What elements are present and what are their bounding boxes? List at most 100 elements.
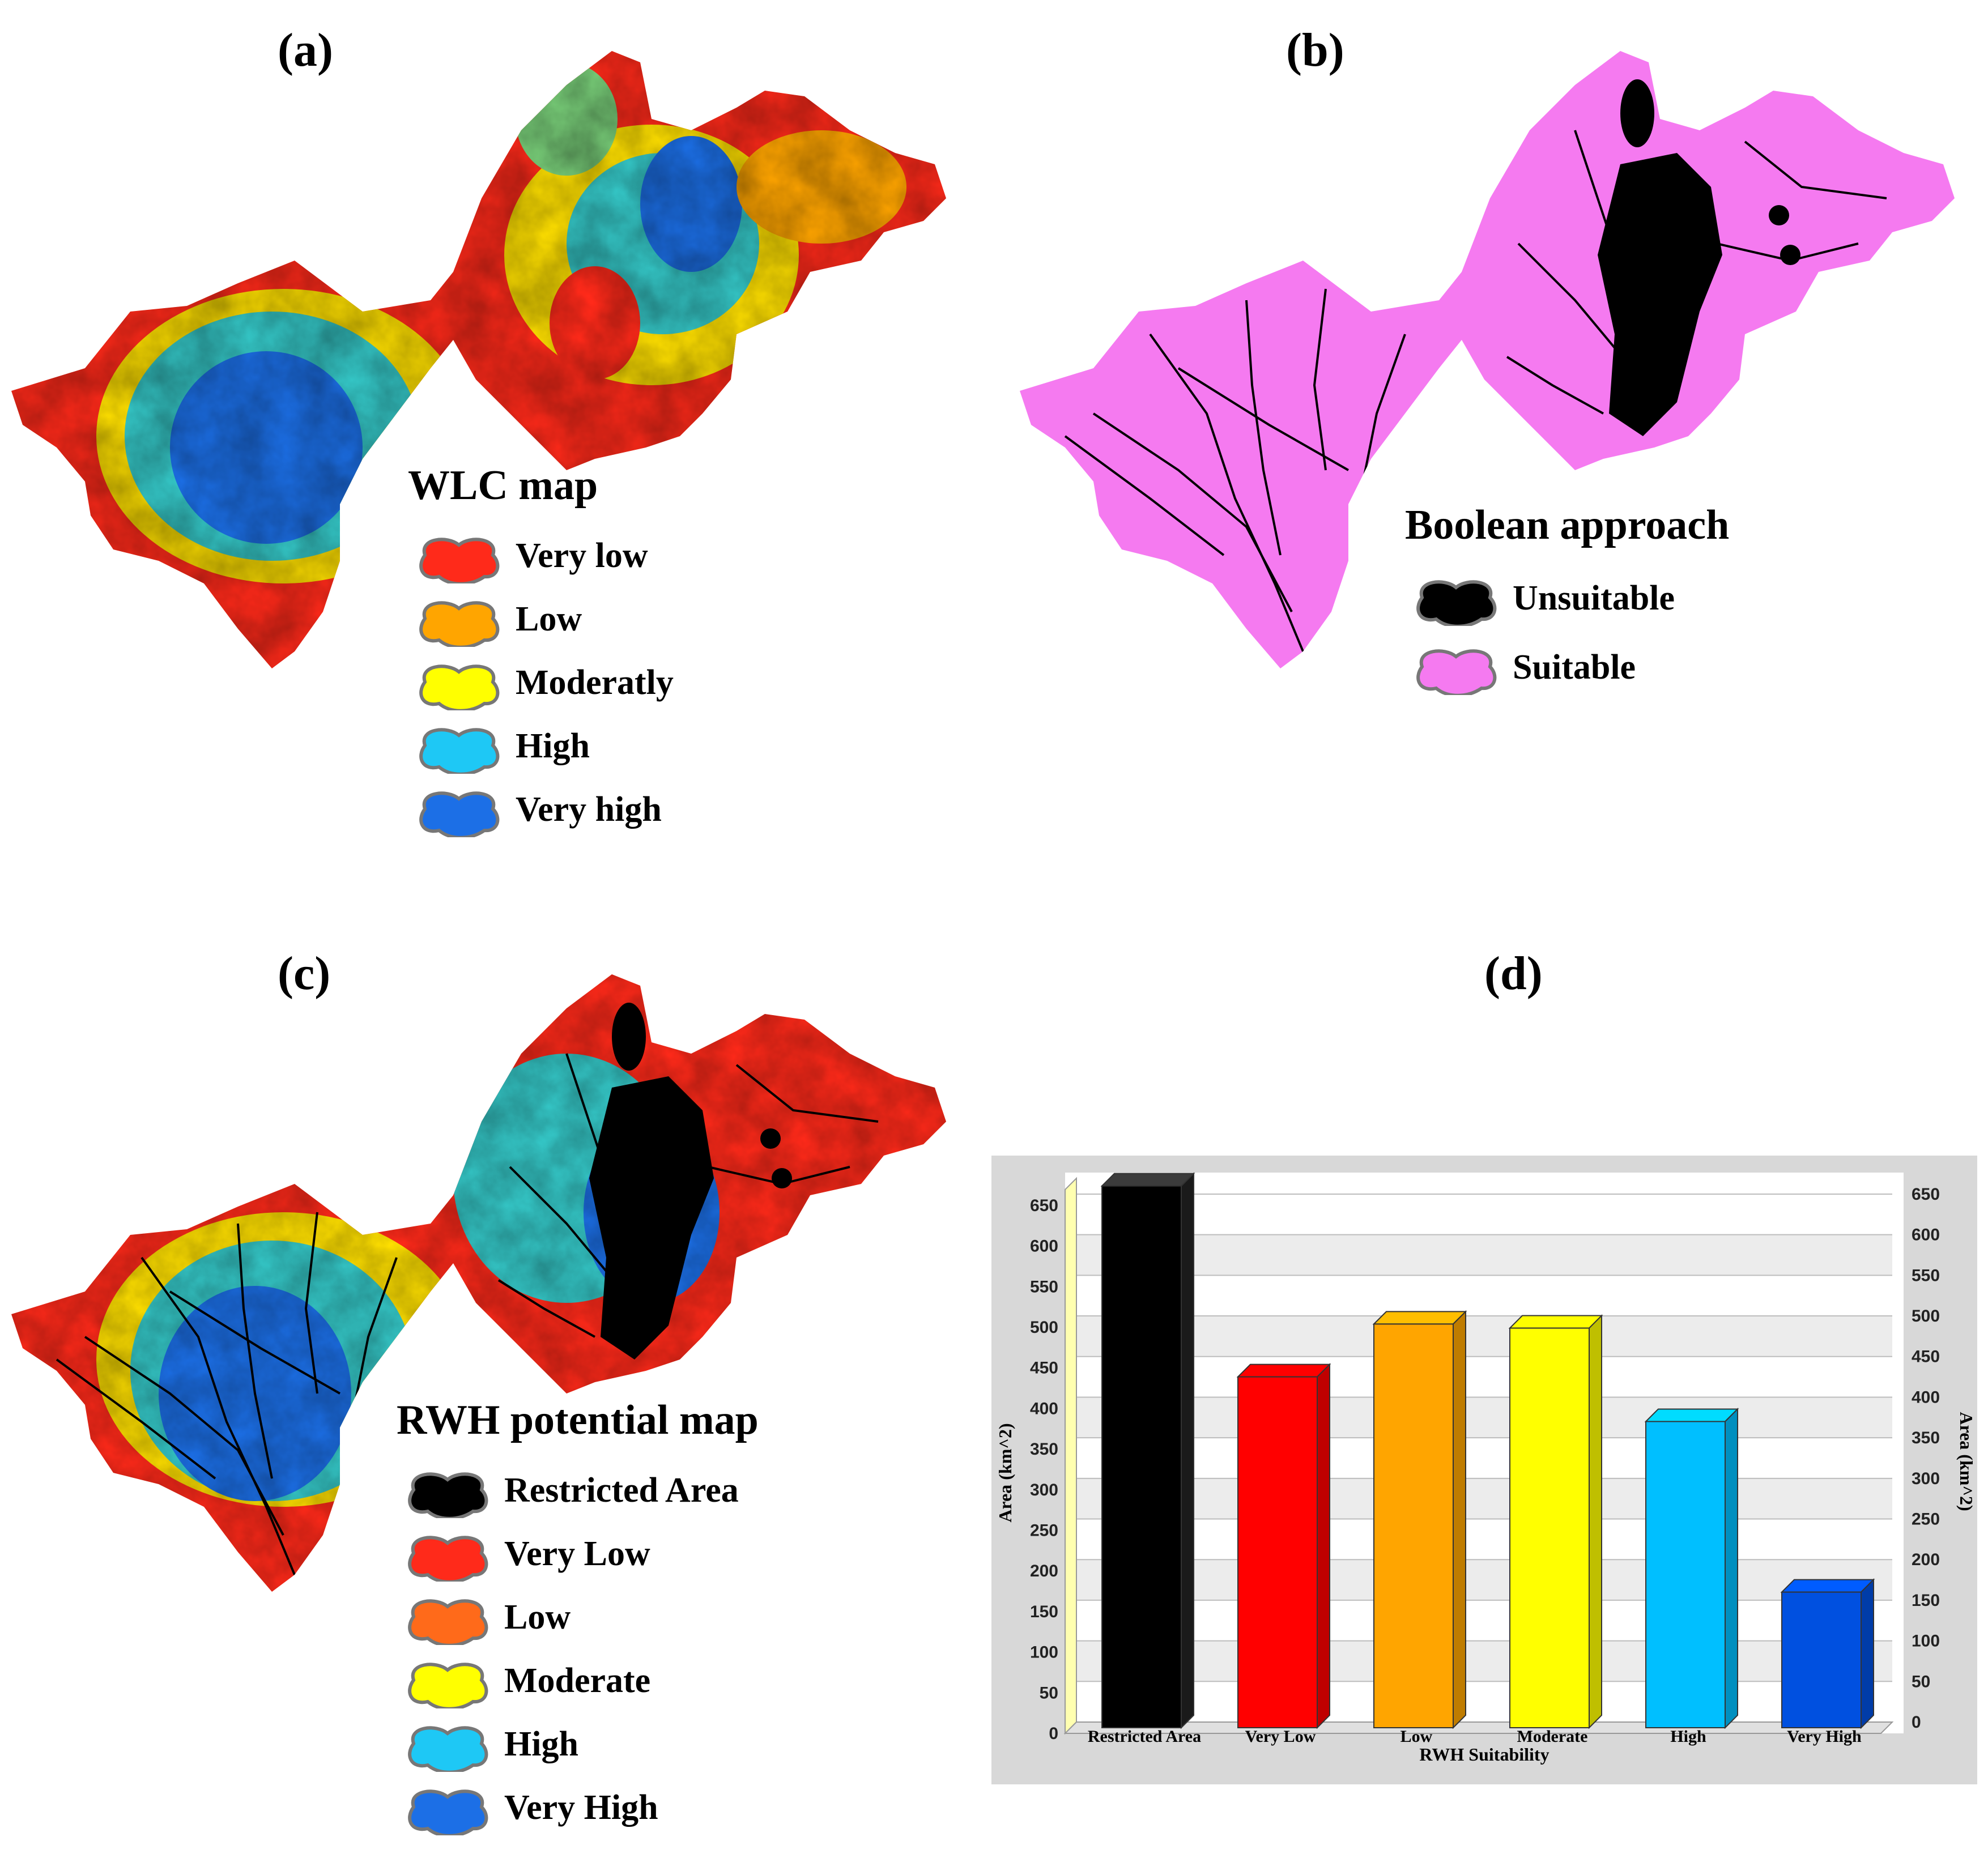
panel-b-legend-title: Boolean approach — [1405, 502, 1730, 548]
legend-swatch — [419, 601, 500, 647]
grid-band — [1076, 1478, 1892, 1519]
ytick-label-left: 250 — [1030, 1522, 1058, 1540]
bar — [1100, 1172, 1195, 1729]
legend-swatch — [1416, 649, 1497, 695]
ytick-label-left: 500 — [1030, 1318, 1058, 1337]
grid-band — [1076, 1559, 1892, 1600]
ytick-label-left: 300 — [1030, 1481, 1058, 1499]
chart-xlabel: RWH Suitability — [1419, 1744, 1549, 1765]
legend-swatch — [408, 1726, 488, 1772]
legend-label: Moderate — [504, 1661, 651, 1700]
legend-item: Moderate — [402, 1657, 799, 1708]
legend-swatch — [408, 1789, 488, 1835]
ytick-label-right: 450 — [1912, 1348, 1940, 1366]
legend-swatch — [419, 538, 500, 583]
ytick-label-right: 50 — [1912, 1672, 1930, 1691]
ytick-label-right: 200 — [1912, 1550, 1940, 1569]
wlc-map — [11, 51, 946, 668]
legend-item: Very Low — [402, 1531, 799, 1582]
panel-c-label: (c) — [278, 947, 331, 1000]
grid-band — [1076, 1640, 1892, 1682]
panel-d-label: (d) — [1484, 947, 1543, 1000]
legend-item: Low — [402, 1594, 799, 1645]
legend-label: High — [516, 727, 590, 765]
legend-swatch — [419, 791, 500, 837]
rwh-potential-map — [11, 974, 946, 1592]
chart-ylabel-left: Area (km^2) — [995, 1423, 1015, 1522]
ytick-label-left: 600 — [1030, 1237, 1058, 1256]
grid-band — [1076, 1316, 1892, 1357]
legend-label: High — [504, 1725, 578, 1763]
panel-a-legend-title: WLC map — [408, 462, 598, 509]
ytick-label-left: 650 — [1030, 1196, 1058, 1215]
panel-c-legend-title: RWH potential map — [397, 1397, 759, 1443]
ytick-label-left: 150 — [1030, 1603, 1058, 1621]
ytick-label-right: 650 — [1912, 1185, 1940, 1204]
legend-label: Very High — [504, 1788, 658, 1827]
boolean-map — [1020, 51, 1955, 668]
legend-label: Moderatly — [516, 663, 674, 702]
ytick-label-right: 550 — [1912, 1266, 1940, 1285]
ytick-label-right: 400 — [1912, 1388, 1940, 1407]
chart-ylabel-right: Area (km^2) — [1956, 1412, 1977, 1511]
legend-swatch — [408, 1472, 488, 1518]
legend-label: Very high — [516, 790, 662, 829]
category-label: Very Low — [1245, 1727, 1316, 1746]
ytick-label-left: 450 — [1030, 1359, 1058, 1378]
legend-label: Very Low — [504, 1535, 650, 1573]
bar — [1236, 1363, 1331, 1729]
legend-label: Low — [504, 1598, 571, 1637]
legend-item: Very high — [414, 786, 810, 837]
ytick-label-right: 500 — [1912, 1307, 1940, 1326]
ytick-label-right: 250 — [1912, 1510, 1940, 1529]
legend-label: Suitable — [1513, 648, 1636, 687]
ytick-label-right: 350 — [1912, 1429, 1940, 1447]
legend-item: High — [402, 1721, 799, 1772]
panel-a-label: (a) — [278, 24, 333, 76]
ytick-label-left: 50 — [1040, 1684, 1058, 1702]
legend-swatch — [408, 1599, 488, 1645]
legend-item: Moderatly — [414, 659, 810, 710]
legend-item: Low — [414, 596, 810, 647]
legend-item: Unsuitable — [1411, 575, 1807, 626]
bar — [1508, 1314, 1603, 1729]
legend-swatch — [408, 1663, 488, 1708]
rwh-suitability-bar-chart: 050100150200250300350400450500550600650 … — [991, 1156, 1977, 1784]
ytick-label-right: 300 — [1912, 1469, 1940, 1488]
ytick-label-left: 350 — [1030, 1440, 1058, 1459]
ytick-label-left: 0 — [1049, 1724, 1058, 1743]
legend-item: Suitable — [1411, 644, 1807, 695]
grid-band — [1076, 1234, 1892, 1276]
ytick-label-left: 400 — [1030, 1399, 1058, 1418]
bar — [1644, 1408, 1739, 1729]
legend-label: Unsuitable — [1513, 579, 1675, 617]
ytick-label-right: 600 — [1912, 1226, 1940, 1245]
legend-item: High — [414, 723, 810, 774]
grid-band — [1076, 1397, 1892, 1438]
ytick-label-left: 100 — [1030, 1643, 1058, 1662]
ytick-label-right: 100 — [1912, 1632, 1940, 1651]
bar — [1780, 1578, 1875, 1729]
ytick-label-right: 150 — [1912, 1591, 1940, 1610]
legend-swatch — [419, 728, 500, 774]
category-label: Very High — [1787, 1727, 1862, 1746]
legend-label: Low — [516, 600, 582, 638]
legend-label: Restricted Area — [504, 1471, 739, 1510]
legend-swatch — [408, 1536, 488, 1582]
legend-swatch — [419, 664, 500, 710]
legend-item: Restricted Area — [402, 1467, 799, 1518]
ytick-label-left: 550 — [1030, 1277, 1058, 1296]
legend-item: Very High — [402, 1784, 799, 1835]
panel-b-label: (b) — [1286, 24, 1344, 76]
category-label: Restricted Area — [1088, 1727, 1201, 1746]
category-label: Moderate — [1517, 1727, 1588, 1746]
legend-swatch — [1416, 580, 1497, 626]
ytick-label-left: 200 — [1030, 1562, 1058, 1580]
legend-item: Very low — [414, 532, 810, 583]
category-label: High — [1670, 1727, 1706, 1746]
bar — [1372, 1310, 1467, 1729]
axis-wall — [1065, 1177, 1077, 1735]
ytick-label-right: 0 — [1912, 1713, 1921, 1732]
legend-label: Very low — [516, 536, 648, 575]
category-label: Low — [1400, 1727, 1433, 1746]
